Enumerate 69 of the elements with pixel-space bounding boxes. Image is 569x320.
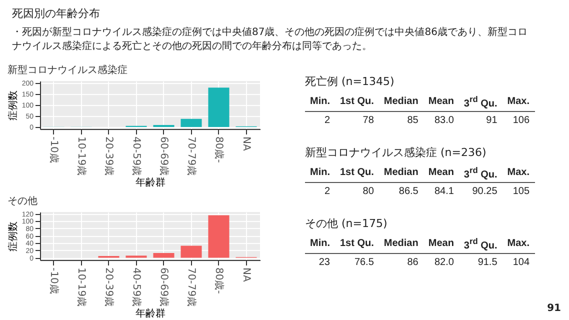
text: 83.0 <box>433 114 455 128</box>
text: 76.5 <box>353 256 375 270</box>
text: 80 <box>362 185 375 200</box>
text: ・死因が新型コロナウイルス感染症の症例では中央値87歳、その他の死因の症例では中央値86歳であり、新型コロナウイルス感染症による死亡とその他の死因の間での年齢分布は同等であった。 <box>12 26 528 54</box>
x-tick-label: 80歳- <box>212 136 225 164</box>
text: 106 <box>512 114 531 128</box>
x-tick-label: 60-69歳 <box>158 268 170 307</box>
text: Median <box>378 163 424 183</box>
text: 90.25 <box>471 185 498 200</box>
text: Max. <box>502 234 535 254</box>
text: 死因別の年齢分布 <box>12 6 100 21</box>
x-tick-label: 70-79歳 <box>185 136 198 176</box>
text: 84.1 <box>433 185 455 200</box>
bar <box>153 253 174 258</box>
text: 新型コロナウイルス感染症 (n=236) <box>305 145 488 160</box>
x-tick-label: 10-19歳 <box>75 136 88 176</box>
text: 1st Qu. <box>335 92 379 112</box>
bar <box>180 246 202 258</box>
text: 1st Qu. <box>335 234 379 254</box>
text: 85 <box>406 114 420 128</box>
x-tick-label: NA <box>240 136 252 151</box>
text: Mean <box>423 234 459 254</box>
x-tick-label: NA <box>240 268 252 282</box>
text: Mean <box>423 163 459 183</box>
x-tick-label: 80歳- <box>212 268 225 294</box>
x-tick-label: 20-39歳 <box>102 136 115 176</box>
text: 86.5 <box>398 185 420 200</box>
text: 91 <box>547 303 561 314</box>
text: 78 <box>362 114 375 128</box>
text: Max. <box>502 92 535 112</box>
y-axis-title: 症例数 <box>6 222 19 252</box>
text: 105 <box>512 185 531 200</box>
bar <box>208 215 230 258</box>
text: Median <box>378 234 424 254</box>
text: 3$^{rd}$ Qu. <box>458 92 502 112</box>
x-tick-label: 10-19歳 <box>75 268 88 307</box>
x-tick-label: 70-79歳 <box>185 268 198 307</box>
x-tick-label: 60-69歳 <box>158 136 170 176</box>
text: 3$^{rd}$ Qu. <box>458 234 502 254</box>
x-tick-label: 40-59歳 <box>130 268 142 307</box>
bar <box>180 118 202 128</box>
text: 1st Qu. <box>335 163 379 183</box>
text: Median <box>378 92 424 112</box>
y-axis-title: 症例数 <box>6 90 19 120</box>
x-tick-label: -10歳 <box>48 136 60 163</box>
bar <box>208 88 230 128</box>
text: 91 <box>485 114 498 128</box>
x-axis-title: 年齢群 <box>136 176 166 189</box>
x-tick-label: 20-39歳 <box>102 268 115 307</box>
x-axis-title: 年齢群 <box>136 308 166 320</box>
text: Max. <box>502 163 535 183</box>
text: 86 <box>406 256 420 270</box>
x-tick-label: -10歳 <box>48 268 60 294</box>
text: 死亡例 (n=1345) <box>305 74 396 89</box>
text: Min. <box>305 163 335 183</box>
chart-title: その他 <box>7 194 38 207</box>
chart-title: 新型コロナウイルス感染症 <box>7 64 128 76</box>
text: 2 <box>323 185 331 200</box>
text: 2 <box>323 114 331 128</box>
text: 104 <box>512 256 531 270</box>
text: Min. <box>305 92 335 112</box>
text: 91.5 <box>476 256 498 270</box>
x-tick-label: 40-59歳 <box>130 136 142 176</box>
text: Mean <box>423 92 459 112</box>
text: Min. <box>305 234 335 254</box>
text: 3$^{rd}$ Qu. <box>458 163 502 183</box>
text: 23 <box>318 256 331 270</box>
text: 82.0 <box>433 256 455 270</box>
text: その他 (n=175) <box>305 216 388 231</box>
